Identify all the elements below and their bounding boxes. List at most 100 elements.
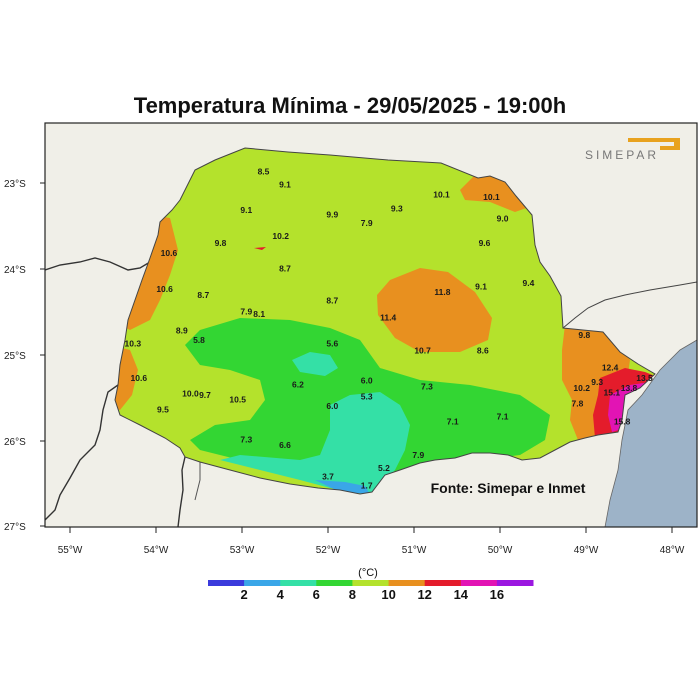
source-note: Fonte: Simepar e Inmet (431, 480, 586, 496)
parana-outline (114, 147, 656, 495)
station-value: 8.7 (279, 264, 291, 274)
colorbar-label: 2 (240, 587, 247, 602)
sao-paulo-border (562, 281, 697, 329)
station-value: 7.1 (497, 412, 509, 422)
colorbar-block (244, 580, 281, 586)
station-value: 13.8 (621, 383, 638, 393)
station-value: 7.3 (421, 381, 433, 391)
station-value: 13.5 (636, 373, 653, 383)
map-frame (44, 122, 698, 528)
station-value: 9.1 (475, 282, 487, 292)
lat-label: 26°S (4, 437, 26, 448)
colorbar-block (424, 580, 462, 586)
lon-label: 52°W (316, 545, 341, 556)
station-value: 10.6 (161, 248, 178, 258)
level-2-4 (315, 480, 370, 494)
colorbar-label: 14 (454, 587, 469, 602)
station-value: 8.5 (258, 166, 270, 176)
lat-label: 24°S (4, 265, 26, 276)
station-value: 8.7 (197, 290, 209, 300)
santa-catarina-border (177, 456, 186, 527)
station-value: 9.1 (240, 205, 252, 215)
colorbar-label: 4 (277, 587, 285, 602)
lon-label: 50°W (488, 545, 513, 556)
station-value: 7.9 (412, 450, 424, 460)
station-value: 10.1 (483, 192, 500, 202)
station-value: 7.9 (240, 307, 252, 317)
station-value: 9.8 (215, 238, 227, 248)
warm-zone-center (377, 268, 492, 352)
map-title: Temperatura Mínima - 29/05/2025 - 19:00h (133, 93, 567, 118)
station-value: 10.6 (156, 284, 173, 294)
colorbar-block (316, 580, 353, 586)
lon-label: 54°W (144, 545, 169, 556)
station-value: 9.9 (326, 209, 338, 219)
station-value: 7.8 (571, 399, 583, 409)
station-values: 8.5 9.1 9.1 9.9 7.9 9.3 10.1 10.1 9.0 10.2 9.8 10.6… (125, 166, 654, 490)
station-value: 7.3 (240, 435, 252, 445)
station-value: 10.1 (433, 190, 450, 200)
station-value: 5.6 (326, 338, 338, 348)
station-value: 7.9 (361, 218, 373, 228)
paraguay-border (45, 257, 151, 271)
station-value: 5.8 (193, 335, 205, 345)
level-4-6 (220, 392, 410, 492)
station-value: 6.6 (279, 440, 291, 450)
station-value: 1.7 (361, 480, 373, 490)
station-value: 8.7 (326, 295, 338, 305)
station-value: 7.1 (447, 417, 459, 427)
station-value: 11.4 (380, 313, 396, 323)
logo-text: SIMEPAR (585, 148, 659, 162)
station-value: 10.2 (573, 383, 590, 393)
station-value: 15.1 (604, 387, 621, 397)
station-value: 3.7 (322, 472, 334, 482)
colorbar-block (352, 580, 389, 586)
logo-mark (628, 138, 680, 150)
lon-label: 55°W (58, 545, 83, 556)
station-value: 10.7 (414, 345, 431, 355)
station-value: 15.8 (614, 417, 631, 427)
lat-label: 27°S (4, 522, 26, 533)
colorbar-label: 8 (349, 587, 356, 602)
station-value: 9.1 (279, 179, 291, 189)
station-value: 8.6 (477, 345, 489, 355)
sc-internal-border (194, 462, 201, 501)
simepar-logo: SIMEPAR (585, 138, 680, 162)
colorbar-block (208, 580, 245, 586)
colorbar-label: 12 (417, 587, 431, 602)
station-value: 9.7 (199, 390, 211, 400)
station-value: 10.0 (182, 388, 199, 398)
colorbar-label: 10 (381, 587, 395, 602)
station-value: 5.3 (361, 392, 373, 402)
latitude-axis: 23°S 24°S 25°S 26°S 27°S (4, 179, 45, 533)
station-value: 10.3 (125, 338, 142, 348)
lon-label: 49°W (574, 545, 599, 556)
lat-label: 23°S (4, 179, 26, 190)
station-value: 9.4 (522, 278, 534, 288)
longitude-axis: 55°W 54°W 53°W 52°W 51°W 50°W 49°W 48°W (58, 527, 685, 556)
argentina-border (45, 384, 119, 521)
colorbar-blocks (208, 580, 534, 586)
station-value: 8.9 (176, 326, 188, 336)
station-value: 6.2 (292, 380, 304, 390)
station-value: 9.0 (497, 214, 509, 224)
colorbar-unit: (°C) (358, 567, 378, 579)
colorbar-block (460, 580, 498, 586)
station-value: 6.0 (326, 401, 338, 411)
station-value: 9.6 (479, 238, 491, 248)
station-value: 5.2 (378, 463, 390, 473)
station-value: 8.1 (253, 309, 265, 319)
ocean (604, 339, 697, 527)
station-value: 10.2 (272, 231, 289, 241)
station-value: 11.8 (434, 287, 450, 297)
colorbar-block (496, 580, 534, 586)
colorbar-label: 16 (490, 587, 504, 602)
station-value: 9.3 (591, 377, 603, 387)
station-value: 6.0 (361, 375, 373, 385)
colorbar-block (388, 580, 426, 586)
warm-zone-southwest (115, 345, 138, 410)
station-value: 12.4 (602, 363, 619, 373)
colorbar-labels: 2 4 6 8 10 12 14 16 (240, 587, 504, 602)
level-4-6-small (292, 352, 338, 376)
